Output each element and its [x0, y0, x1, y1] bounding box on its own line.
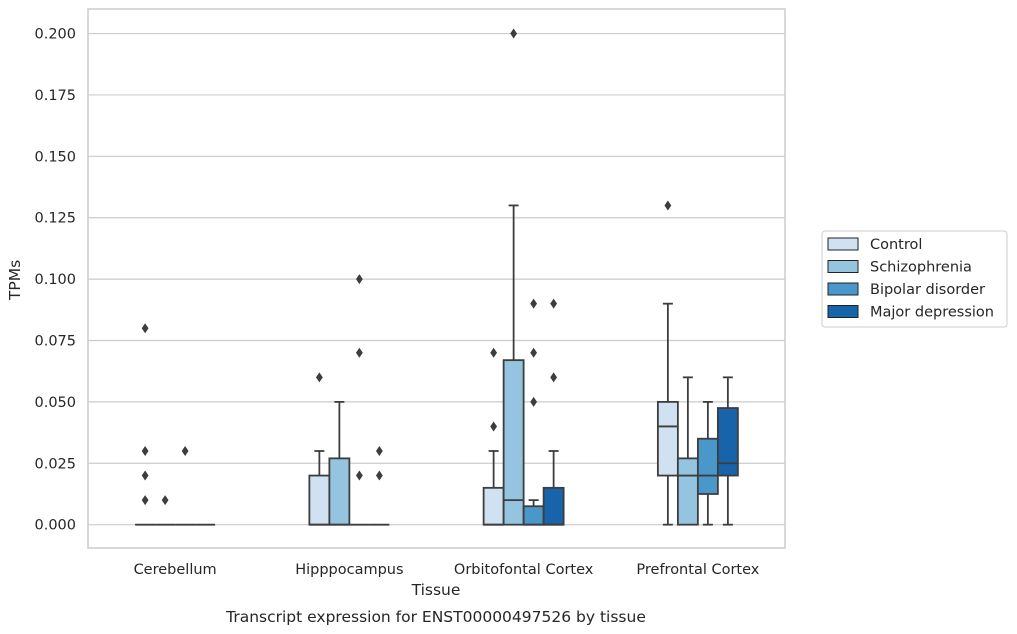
outlier-point	[181, 446, 189, 457]
outlier-point	[315, 372, 323, 383]
legend-swatch	[827, 305, 859, 318]
box-bipolar-disorder	[522, 298, 545, 526]
box-control	[308, 372, 331, 526]
y-tick-label: 0.175	[34, 88, 76, 104]
y-tick-label: 0.125	[34, 211, 76, 227]
box-bipolar-disorder	[696, 400, 719, 526]
legend-swatch	[827, 282, 859, 296]
outlier-point	[355, 274, 363, 285]
x-axis-label: Tissue	[411, 581, 461, 599]
outlier-point	[375, 470, 383, 481]
y-tick-label: 0.000	[34, 518, 76, 534]
box-control	[656, 200, 679, 526]
box-control	[482, 347, 505, 526]
box-iqr	[676, 457, 699, 526]
legend-swatch	[827, 260, 859, 273]
box-major-depression	[369, 446, 390, 526]
box-iqr	[716, 407, 739, 477]
outlier-point	[490, 421, 498, 432]
outlier-point	[530, 298, 538, 309]
legend-swatch	[827, 237, 859, 251]
box-control	[135, 323, 156, 526]
box-major-depression	[716, 376, 739, 526]
x-axis-ticks: Cerebellum Hipppocampus Orbitofontal Corte…	[134, 562, 760, 578]
box-iqr	[696, 437, 719, 495]
outlier-point	[664, 200, 672, 211]
y-tick-label: 0.025	[34, 456, 76, 472]
legend: Control Schizophrenia Bipolar disorder Majo…	[821, 230, 1008, 328]
box-schizophrenia	[502, 28, 525, 526]
box-iqr	[328, 457, 351, 526]
box-iqr	[308, 474, 331, 526]
box-iqr	[482, 486, 505, 526]
box-schizophrenia	[328, 400, 351, 526]
chart-title: Transcript expression for ENST0000049752…	[225, 608, 646, 626]
plot-frame	[87, 8, 786, 549]
box-major-depression	[542, 298, 565, 526]
box-schizophrenia	[155, 495, 176, 526]
legend-items: Control Schizophrenia Bipolar disorder Majo…	[827, 237, 994, 321]
outlier-point	[161, 495, 169, 506]
x-tick-label: Prefrontal Cortex	[636, 562, 759, 578]
x-tick-label: Orbitofontal Cortex	[454, 562, 594, 578]
y-tick-label: 0.150	[34, 149, 76, 165]
x-tick-label: Cerebellum	[134, 562, 217, 578]
legend-label: Major depression	[870, 305, 994, 321]
outlier-point	[141, 446, 149, 457]
outlier-point	[490, 347, 498, 358]
y-tick-label: 0.075	[34, 334, 76, 350]
y-tick-label: 0.200	[34, 27, 76, 43]
box-iqr	[656, 400, 679, 477]
box-bipolar-disorder	[349, 274, 370, 526]
y-axis-label: TPMs	[6, 260, 24, 301]
box-iqr	[542, 486, 565, 526]
outlier-point	[550, 372, 558, 383]
legend-label: Bipolar disorder	[870, 282, 985, 298]
legend-frame	[821, 230, 1008, 328]
box-bipolar-disorder	[175, 446, 196, 526]
y-tick-label: 0.100	[34, 272, 76, 288]
outlier-point	[141, 495, 149, 506]
y-axis-ticks: 0.000 0.025 0.050 0.075 0.100 0.125 0.150 0.175…	[34, 27, 76, 534]
box-iqr	[522, 505, 545, 526]
outlier-point	[355, 470, 363, 481]
y-tick-label: 0.050	[34, 395, 76, 411]
outlier-point	[530, 396, 538, 407]
box-plot-marks	[135, 28, 739, 526]
legend-label: Control	[870, 237, 922, 253]
outlier-point	[530, 347, 538, 358]
x-tick-label: Hipppocampus	[295, 562, 403, 578]
box-schizophrenia	[676, 376, 699, 526]
legend-label: Schizophrenia	[870, 260, 972, 276]
outlier-point	[141, 470, 149, 481]
outlier-point	[141, 323, 149, 334]
outlier-point	[375, 446, 383, 457]
box-iqr	[502, 359, 525, 526]
outlier-point	[355, 347, 363, 358]
outlier-point	[550, 298, 558, 309]
gridlines	[88, 32, 785, 526]
outlier-point	[510, 28, 518, 39]
